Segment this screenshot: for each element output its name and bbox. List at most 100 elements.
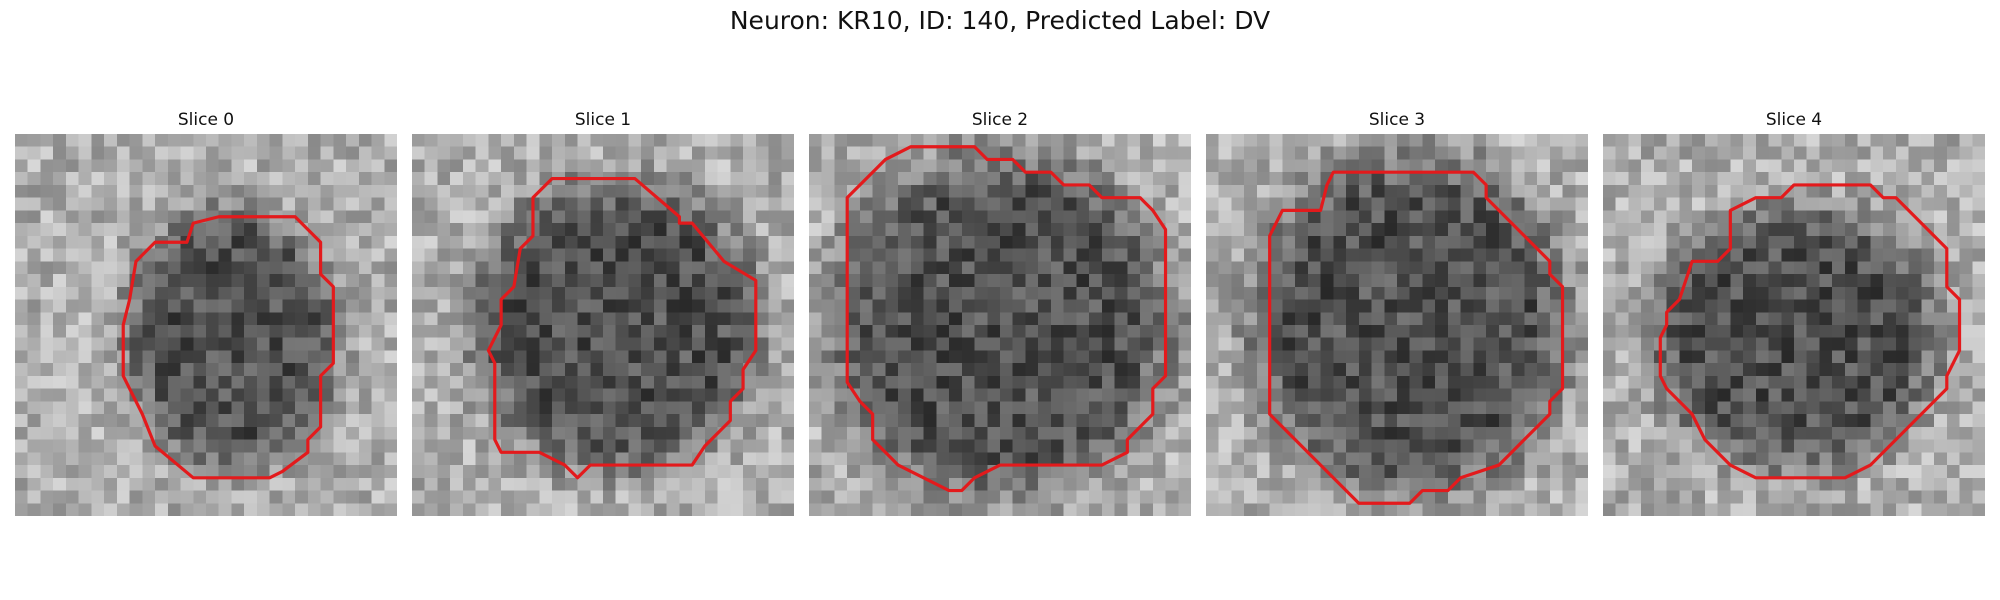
pixel <box>257 363 270 376</box>
pixel <box>1781 236 1794 249</box>
pixel <box>1000 440 1013 453</box>
pixel <box>1499 389 1512 402</box>
pixel <box>769 172 782 185</box>
pixel <box>1654 312 1667 325</box>
pixel <box>66 249 79 262</box>
pixel <box>463 172 476 185</box>
pixel <box>1295 452 1308 465</box>
pixel <box>425 236 438 249</box>
pixel <box>1178 198 1191 211</box>
pixel <box>231 274 244 287</box>
pixel <box>1346 325 1359 338</box>
pixel <box>257 249 270 262</box>
pixel <box>718 452 731 465</box>
pixel <box>718 147 731 160</box>
pixel <box>104 236 117 249</box>
pixel <box>1667 503 1680 516</box>
pixel <box>1282 389 1295 402</box>
pixel <box>1896 389 1909 402</box>
pixel <box>809 363 822 376</box>
pixel <box>885 440 898 453</box>
pixel <box>1654 300 1667 313</box>
pixel <box>206 465 219 478</box>
pixel <box>590 478 603 491</box>
pixel <box>911 491 924 504</box>
pixel <box>834 427 847 440</box>
pixel <box>1575 261 1588 274</box>
pixel <box>1667 338 1680 351</box>
pixel <box>1679 159 1692 172</box>
pixel <box>975 210 988 223</box>
pixel <box>1537 389 1550 402</box>
pixel <box>1730 503 1743 516</box>
slice-panel-1: Slice 1 <box>412 108 794 516</box>
pixel <box>705 376 718 389</box>
pixel <box>822 440 835 453</box>
pixel <box>628 249 641 262</box>
pixel <box>1743 274 1756 287</box>
pixel <box>1858 274 1871 287</box>
pixel <box>552 440 565 453</box>
pixel <box>1076 249 1089 262</box>
pixel <box>1282 172 1295 185</box>
pixel <box>1563 287 1576 300</box>
pixel <box>1896 274 1909 287</box>
pixel <box>949 363 962 376</box>
pixel <box>1410 503 1423 516</box>
pixel <box>1743 312 1756 325</box>
pixel <box>834 249 847 262</box>
pixel <box>1308 159 1321 172</box>
pixel <box>181 338 194 351</box>
pixel <box>1486 440 1499 453</box>
pixel <box>1960 427 1973 440</box>
pixel <box>1295 236 1308 249</box>
pixel <box>130 440 143 453</box>
pixel <box>514 210 527 223</box>
pixel <box>962 363 975 376</box>
pixel <box>231 261 244 274</box>
pixel <box>1115 338 1128 351</box>
pixel <box>181 159 194 172</box>
pixel <box>1730 325 1743 338</box>
pixel <box>15 159 28 172</box>
pixel <box>308 300 321 313</box>
pixel <box>1870 389 1883 402</box>
pixel <box>372 198 385 211</box>
pixel <box>1282 401 1295 414</box>
pixel <box>463 491 476 504</box>
pixel <box>552 185 565 198</box>
pixel <box>962 147 975 160</box>
pixel <box>333 147 346 160</box>
pixel <box>781 300 794 313</box>
pixel <box>104 338 117 351</box>
pixel <box>1461 274 1474 287</box>
pixel <box>1921 147 1934 160</box>
pixel <box>1051 376 1064 389</box>
pixel <box>1960 223 1973 236</box>
pixel <box>1718 134 1731 147</box>
pixel <box>40 134 53 147</box>
pixel <box>936 325 949 338</box>
pixel <box>1832 414 1845 427</box>
pixel <box>603 478 616 491</box>
pixel <box>667 440 680 453</box>
pixel <box>15 440 28 453</box>
pixel <box>1641 198 1654 211</box>
pixel <box>1832 223 1845 236</box>
pixel <box>1845 300 1858 313</box>
pixel <box>1960 274 1973 287</box>
pixel <box>1743 236 1756 249</box>
pixel <box>514 134 527 147</box>
pixel <box>1524 134 1537 147</box>
pixel <box>1921 465 1934 478</box>
pixel <box>142 287 155 300</box>
pixel <box>1410 261 1423 274</box>
pixel <box>333 389 346 402</box>
pixel <box>667 236 680 249</box>
pixel <box>1127 134 1140 147</box>
pixel <box>1140 491 1153 504</box>
pixel <box>756 210 769 223</box>
pixel <box>1461 249 1474 262</box>
pixel <box>1524 491 1537 504</box>
pixel <box>1422 465 1435 478</box>
